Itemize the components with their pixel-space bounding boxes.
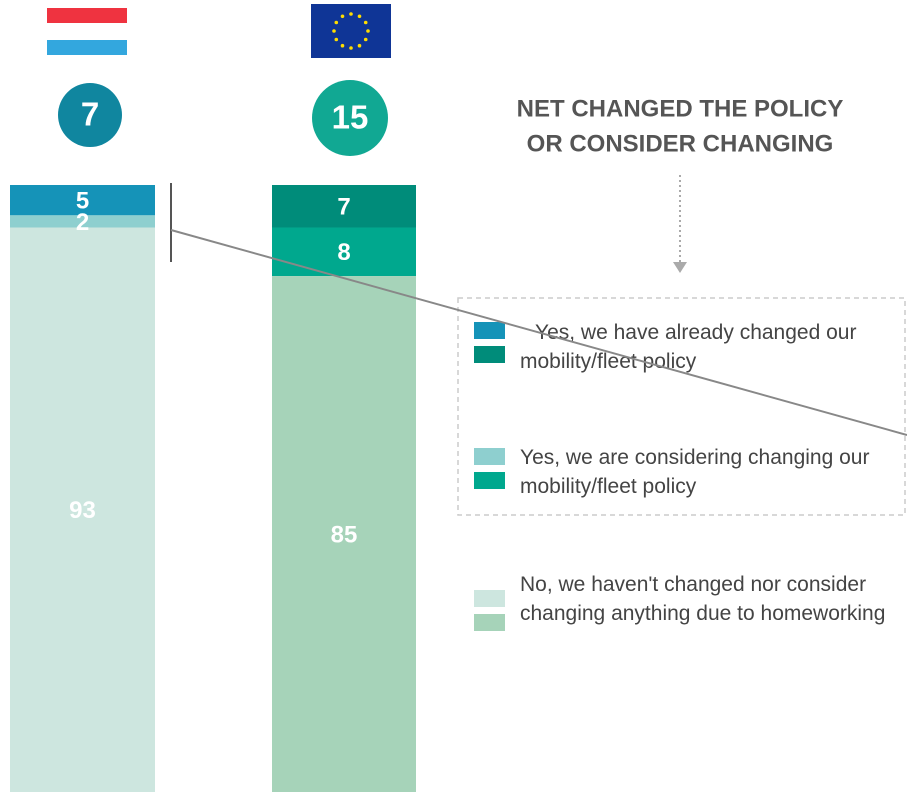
net-circle — [312, 80, 388, 156]
title-line: NET CHANGED THE POLICY — [517, 95, 844, 122]
bar-segment — [10, 185, 155, 216]
flag-luxembourg — [47, 8, 127, 55]
net-label: 15 — [332, 99, 369, 136]
star — [357, 43, 362, 48]
star — [334, 20, 339, 25]
flag-eu — [311, 4, 391, 58]
net-circle — [58, 83, 122, 147]
bar-segment — [10, 215, 155, 228]
star — [363, 20, 368, 25]
legend-swatch — [474, 346, 505, 363]
bar-segment — [272, 185, 416, 228]
legend-swatch — [474, 472, 505, 489]
star — [366, 29, 370, 33]
legend-swatch — [474, 590, 505, 607]
legend-label: No, we haven't changed nor consider chan… — [520, 573, 886, 625]
title-line: OR CONSIDER CHANGING — [527, 130, 834, 157]
legend-swatch — [474, 614, 505, 631]
legend-swatch — [474, 322, 505, 339]
legend-label: Yes, we have already changed our mobilit… — [520, 321, 857, 373]
star — [363, 37, 368, 42]
arrow-head — [673, 262, 687, 273]
star — [357, 14, 362, 19]
star — [340, 43, 345, 48]
net-label: 7 — [81, 96, 99, 133]
bar-segment — [272, 227, 416, 277]
bar-segment — [272, 276, 416, 792]
star — [334, 37, 339, 42]
star — [340, 14, 345, 19]
legend-swatch — [474, 448, 505, 465]
bar-segment — [10, 227, 155, 792]
legend-label: Yes, we are considering changing our mob… — [520, 446, 870, 498]
star — [349, 12, 353, 16]
star — [332, 29, 336, 33]
star — [349, 46, 353, 50]
